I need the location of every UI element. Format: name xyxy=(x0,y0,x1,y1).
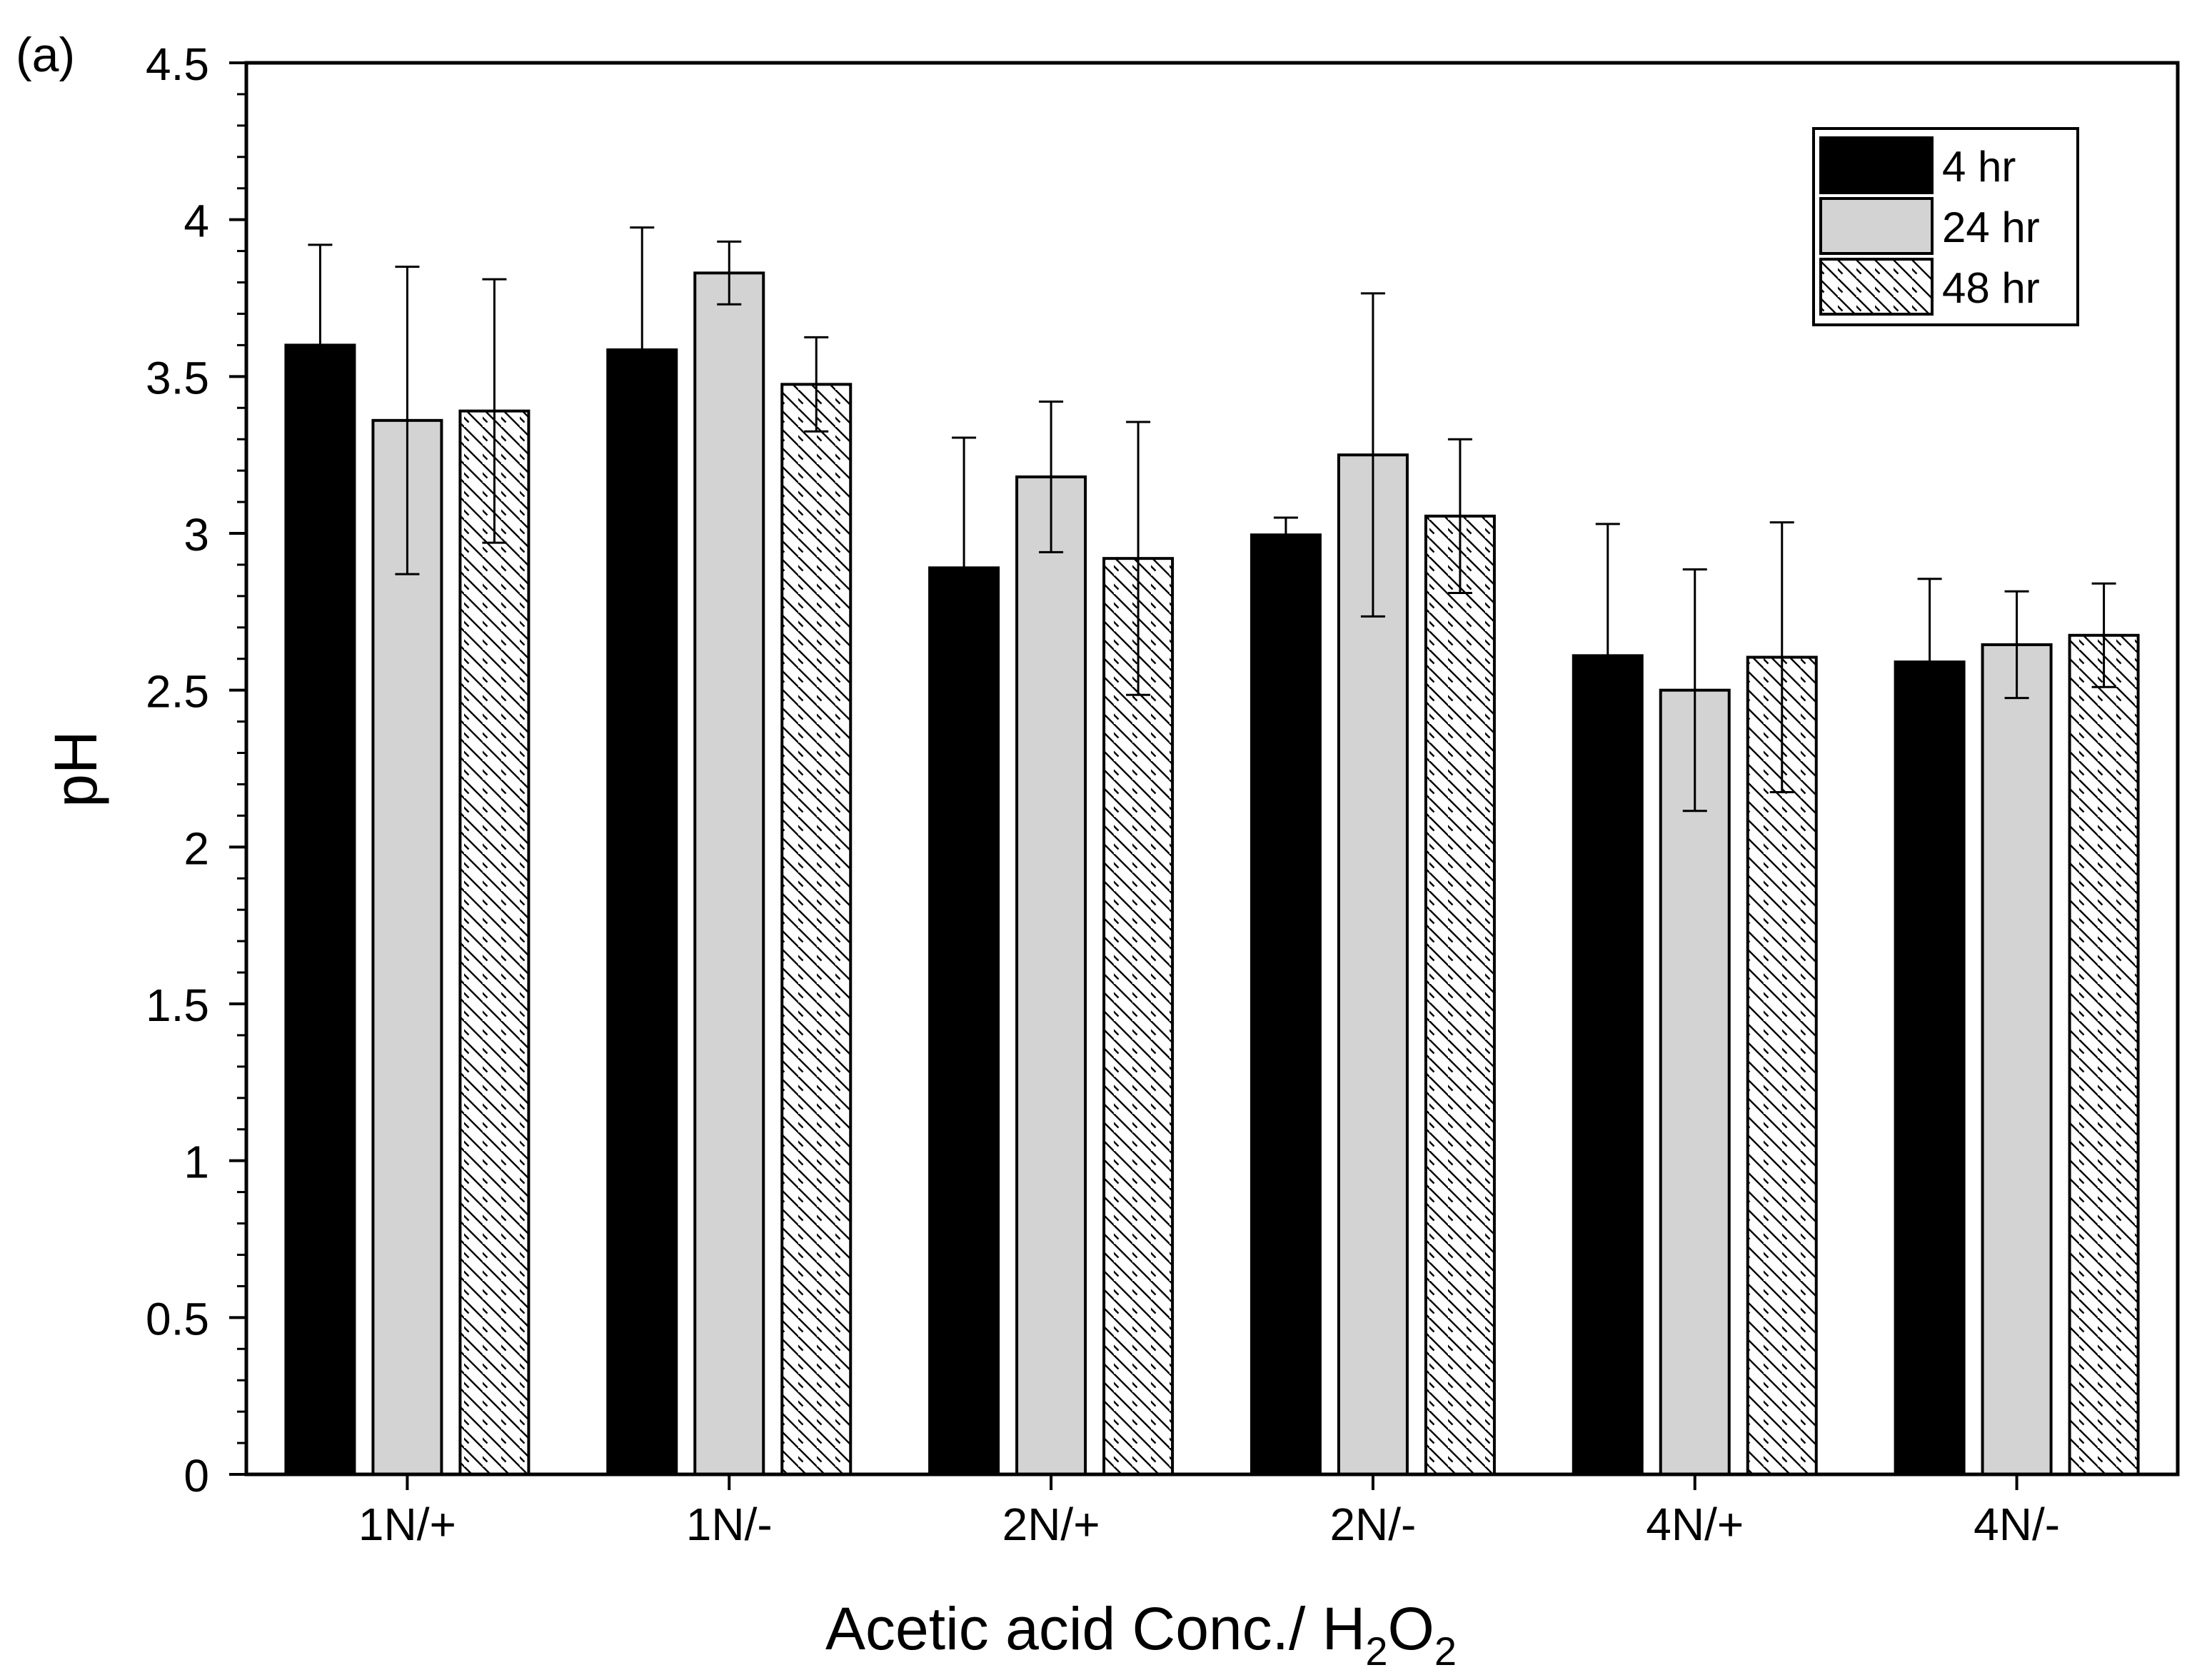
bar xyxy=(1659,688,1731,1477)
bar xyxy=(284,343,356,1476)
x-axis-label-main: Acetic acid Conc./ H xyxy=(825,1595,1365,1662)
x-tick-label: 1N/- xyxy=(686,1499,773,1550)
y-tick-label: 4.5 xyxy=(146,39,209,90)
legend-swatch xyxy=(1819,197,1934,255)
bar xyxy=(1250,533,1322,1476)
x-tick-label: 1N/+ xyxy=(358,1499,456,1550)
bar xyxy=(1337,453,1409,1477)
y-tick-label: 0.5 xyxy=(146,1293,209,1344)
bar xyxy=(458,409,531,1476)
x-tick-label: 2N/+ xyxy=(1002,1499,1100,1550)
bar xyxy=(606,348,678,1476)
legend-label: 48 hr xyxy=(1942,264,2040,312)
y-axis-label: pH xyxy=(42,730,109,807)
y-axis: 0 0.5 1 1.5 2 2.5 3 3.5 4 4.5 xyxy=(146,39,246,1502)
bar xyxy=(2068,633,2140,1476)
x-axis-label-sub1: 2 xyxy=(1365,1629,1387,1674)
y-tick-label: 1.5 xyxy=(146,980,209,1031)
x-tick-label: 4N/- xyxy=(1974,1499,2060,1550)
legend: 4 hr 24 hr 48 hr xyxy=(1812,127,2079,326)
x-axis-label: Acetic acid Conc./ H2O2 xyxy=(825,1595,1457,1674)
plot-frame xyxy=(244,61,2180,1477)
error-bars-layer xyxy=(308,226,2116,813)
legend-label: 4 hr xyxy=(1942,143,2016,191)
bar xyxy=(1015,475,1087,1476)
y-tick-label: 4 xyxy=(183,196,209,247)
y-tick-label: 1 xyxy=(183,1137,209,1188)
bar xyxy=(1424,514,1496,1476)
x-axis: 1N/+ 1N/- 2N/+ 2N/- 4N/+ 4N/- xyxy=(358,1474,2060,1550)
bar xyxy=(1894,660,1966,1476)
legend-swatch xyxy=(1819,136,1934,194)
bar xyxy=(1981,643,2053,1476)
bar xyxy=(693,271,765,1476)
y-tick-label: 2 xyxy=(183,823,209,874)
bar xyxy=(371,418,443,1477)
legend-swatch xyxy=(1819,258,1934,316)
bar xyxy=(928,566,1000,1476)
panel-label: (a) xyxy=(16,28,75,82)
x-tick-label: 2N/- xyxy=(1329,1499,1416,1550)
y-tick-label: 3.5 xyxy=(146,352,209,403)
bar xyxy=(1102,557,1175,1477)
x-axis-label-sub2: 2 xyxy=(1434,1629,1457,1674)
y-tick-label: 3 xyxy=(183,509,209,560)
legend-label: 24 hr xyxy=(1942,203,2040,251)
x-axis-label-mid: O xyxy=(1387,1595,1434,1662)
x-tick-label: 4N/+ xyxy=(1646,1499,1744,1550)
y-tick-label: 2.5 xyxy=(146,666,209,718)
y-tick-label: 0 xyxy=(183,1450,209,1502)
bar xyxy=(780,383,853,1476)
bars-layer xyxy=(284,271,2140,1477)
